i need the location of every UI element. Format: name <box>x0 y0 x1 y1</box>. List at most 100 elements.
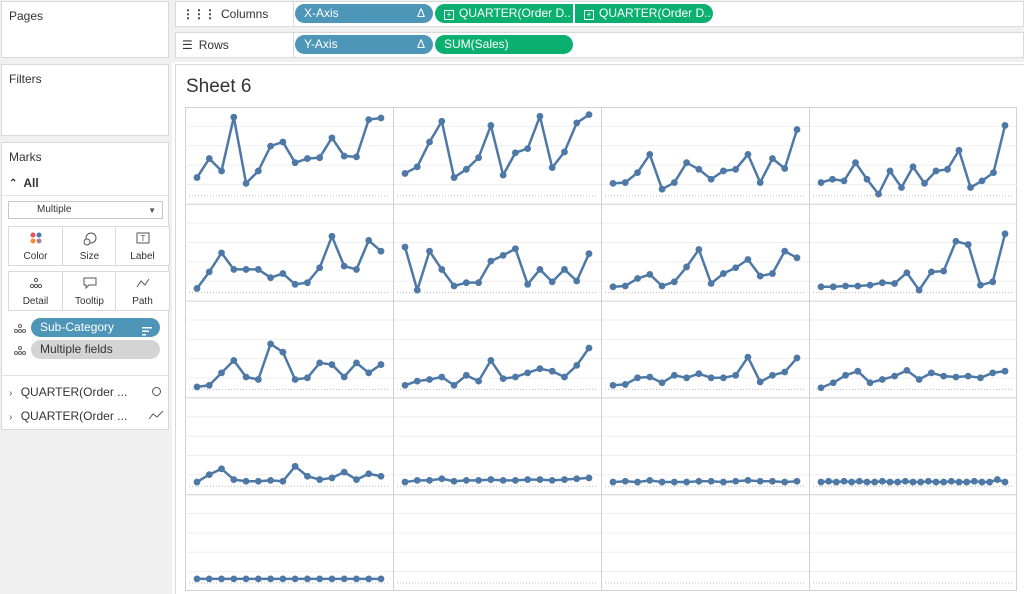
data-point[interactable] <box>866 281 874 289</box>
data-point[interactable] <box>548 477 556 484</box>
data-point[interactable] <box>609 381 617 389</box>
data-point[interactable] <box>978 478 986 486</box>
data-point[interactable] <box>193 575 201 583</box>
data-point[interactable] <box>487 257 495 265</box>
data-point[interactable] <box>340 262 348 270</box>
data-point[interactable] <box>970 477 978 485</box>
data-point[interactable] <box>377 247 385 255</box>
data-point[interactable] <box>205 471 213 479</box>
data-point[interactable] <box>242 477 250 485</box>
data-point[interactable] <box>955 146 963 154</box>
data-point[interactable] <box>193 383 201 391</box>
data-point[interactable] <box>670 278 678 286</box>
data-point[interactable] <box>875 190 882 198</box>
data-point[interactable] <box>829 175 836 183</box>
data-point[interactable] <box>855 477 863 485</box>
data-point[interactable] <box>450 381 458 389</box>
data-point[interactable] <box>670 478 678 486</box>
data-point[interactable] <box>842 282 849 290</box>
data-point[interactable] <box>291 280 299 288</box>
data-point[interactable] <box>230 476 238 483</box>
data-point[interactable] <box>658 282 666 290</box>
data-point[interactable] <box>230 575 238 583</box>
data-point[interactable] <box>316 264 324 272</box>
data-point[interactable] <box>947 477 955 485</box>
data-point[interactable] <box>193 174 201 181</box>
data-point[interactable] <box>585 111 593 119</box>
data-point[interactable] <box>230 113 238 121</box>
data-point[interactable] <box>254 266 262 273</box>
mark-layer-line[interactable]: › QUARTER(Order ... <box>9 409 164 425</box>
data-point[interactable] <box>848 478 856 486</box>
data-point[interactable] <box>952 237 960 245</box>
data-point[interactable] <box>291 376 299 383</box>
data-point[interactable] <box>573 277 581 285</box>
data-point[interactable] <box>499 477 507 484</box>
data-point[interactable] <box>230 266 238 273</box>
data-point[interactable] <box>952 373 960 381</box>
data-point[interactable] <box>977 281 984 289</box>
data-point[interactable] <box>903 269 911 277</box>
data-point[interactable] <box>328 474 336 482</box>
data-point[interactable] <box>413 163 421 171</box>
data-point[interactable] <box>744 151 752 158</box>
data-point[interactable] <box>291 462 299 470</box>
data-point[interactable] <box>279 138 287 146</box>
data-point[interactable] <box>450 174 458 181</box>
data-point[interactable] <box>365 575 373 583</box>
data-point[interactable] <box>924 477 932 485</box>
data-point[interactable] <box>499 375 507 383</box>
data-point[interactable] <box>646 151 654 158</box>
data-point[interactable] <box>928 369 935 377</box>
data-point[interactable] <box>940 478 948 486</box>
data-point[interactable] <box>218 369 225 377</box>
data-point[interactable] <box>756 272 764 280</box>
data-point[interactable] <box>193 478 201 486</box>
data-point[interactable] <box>829 379 837 387</box>
data-point[interactable] <box>878 279 886 287</box>
data-point[interactable] <box>658 379 666 387</box>
data-point[interactable] <box>915 376 923 383</box>
data-point[interactable] <box>499 171 507 179</box>
data-point[interactable] <box>205 155 213 162</box>
data-point[interactable] <box>989 278 997 286</box>
data-point[interactable] <box>304 472 311 480</box>
data-point[interactable] <box>955 478 963 486</box>
data-point[interactable] <box>744 477 752 484</box>
data-point[interactable] <box>340 575 348 583</box>
data-point[interactable] <box>438 475 446 483</box>
data-point[interactable] <box>990 169 997 177</box>
data-point[interactable] <box>683 374 690 382</box>
data-point[interactable] <box>230 357 238 364</box>
data-point[interactable] <box>840 477 848 485</box>
data-point[interactable] <box>487 357 495 364</box>
data-point[interactable] <box>978 177 986 185</box>
data-point[interactable] <box>242 179 250 187</box>
data-point[interactable] <box>646 270 654 278</box>
data-point[interactable] <box>793 477 801 485</box>
data-point[interactable] <box>267 274 274 282</box>
data-point[interactable] <box>683 263 690 271</box>
data-point[interactable] <box>621 282 629 290</box>
data-point[interactable] <box>353 476 360 483</box>
data-point[interactable] <box>720 270 727 277</box>
data-point[interactable] <box>1001 122 1009 129</box>
data-point[interactable] <box>340 373 348 381</box>
data-point[interactable] <box>561 476 568 483</box>
quarter-pill-1[interactable]: + QUARTER(Order D.. <box>435 4 573 23</box>
data-point[interactable] <box>901 477 909 485</box>
data-point[interactable] <box>524 280 532 288</box>
data-point[interactable] <box>548 367 556 375</box>
data-point[interactable] <box>944 165 951 173</box>
data-point[interactable] <box>426 376 433 383</box>
data-point[interactable] <box>524 369 532 377</box>
data-point[interactable] <box>548 278 556 286</box>
data-point[interactable] <box>304 155 311 162</box>
data-point[interactable] <box>573 119 581 127</box>
data-point[interactable] <box>695 477 703 485</box>
mark-layer-circle[interactable]: › QUARTER(Order ... <box>9 385 164 401</box>
marks-all-header[interactable]: ⌃ All <box>9 176 39 190</box>
data-point[interactable] <box>585 474 593 482</box>
data-point[interactable] <box>426 138 433 146</box>
data-point[interactable] <box>732 165 740 173</box>
